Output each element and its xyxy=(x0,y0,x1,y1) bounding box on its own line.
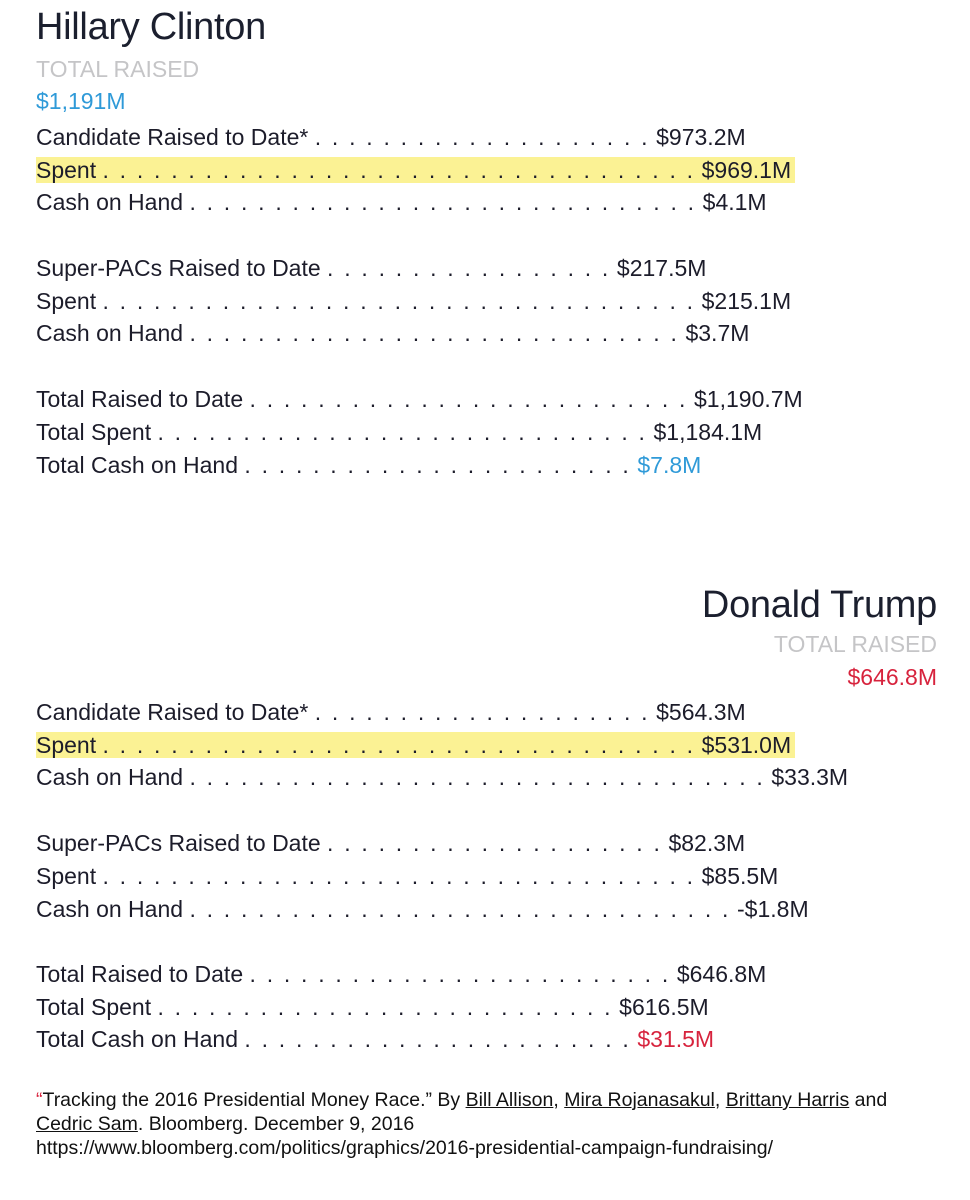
clinton-total-raised-amount: $1,191M xyxy=(36,88,126,114)
trump-superpac-spent-row: Spent . . . . . . . . . . . . . . . . . … xyxy=(36,863,778,890)
row-value: $1,184.1M xyxy=(653,419,763,445)
leader-dots: . . . . . . . . . . . . . . . . . . . . xyxy=(314,699,650,725)
row-label: Cash on Hand xyxy=(36,896,184,922)
row-value: $531.0M xyxy=(701,732,792,758)
leader-dots: . . . . . . . . . . . . . . . . . . . . … xyxy=(102,288,696,314)
trump-superpac-cash-row: Cash on Hand . . . . . . . . . . . . . .… xyxy=(36,896,809,923)
leader-dots: . . . . . . . . . . . . . . . . . . . . … xyxy=(244,1026,631,1052)
row-value: $31.5M xyxy=(637,1026,715,1052)
row-value: $217.5M xyxy=(616,255,707,281)
clinton-total-spent-row: Total Spent . . . . . . . . . . . . . . … xyxy=(36,419,762,446)
clinton-superpac-raised-row: Super-PACs Raised to Date . . . . . . . … xyxy=(36,255,706,282)
leader-dots: . . . . . . . . . . . . . . . . . . . . … xyxy=(249,386,688,412)
leader-dots: . . . . . . . . . . . . . . . . . xyxy=(327,255,611,281)
row-label: Total Raised to Date xyxy=(36,386,244,412)
clinton-superpac-spent-row: Spent . . . . . . . . . . . . . . . . . … xyxy=(36,288,791,315)
row-value: $85.5M xyxy=(701,863,779,889)
author-link[interactable]: Mira Rojanasakul xyxy=(564,1089,715,1111)
trump-total-raised-row: Total Raised to Date . . . . . . . . . .… xyxy=(36,961,766,988)
leader-dots: . . . . . . . . . . . . . . . . . . . . … xyxy=(249,961,671,987)
author-link[interactable]: Bill Allison xyxy=(465,1089,554,1111)
leader-dots: . . . . . . . . . . . . . . . . . . . . … xyxy=(189,896,731,922)
open-quote: “ xyxy=(36,1089,43,1111)
spent-highlight: Spent . . . . . . . . . . . . . . . . . … xyxy=(36,157,796,183)
clinton-total-raised-row: Total Raised to Date . . . . . . . . . .… xyxy=(36,386,803,413)
leader-dots: . . . . . . . . . . . . . . . . . . . . xyxy=(314,124,650,150)
clinton-total-cash-row: Total Cash on Hand . . . . . . . . . . .… xyxy=(36,452,701,479)
row-label: Candidate Raised to Date* xyxy=(36,699,309,725)
row-label: Cash on Hand xyxy=(36,764,184,790)
author-link[interactable]: Cedric Sam xyxy=(36,1113,138,1135)
row-label: Super-PACs Raised to Date xyxy=(36,830,321,856)
trump-total-cash-row: Total Cash on Hand . . . . . . . . . . .… xyxy=(36,1026,714,1053)
row-label: Spent xyxy=(36,732,97,758)
spent-highlight: Spent . . . . . . . . . . . . . . . . . … xyxy=(36,732,796,758)
trump-total-raised-label: TOTAL RAISED xyxy=(773,631,937,657)
clinton-candidate-spent-row: Spent . . . . . . . . . . . . . . . . . … xyxy=(36,157,796,184)
leader-dots: . . . . . . . . . . . . . . . . . . . . … xyxy=(157,419,648,445)
trump-name: Donald Trump xyxy=(701,584,937,626)
leader-dots: . . . . . . . . . . . . . . . . . . . . … xyxy=(244,452,631,478)
source-title: Tracking the 2016 Presidential Money Rac… xyxy=(42,1089,432,1111)
trump-superpac-raised-row: Super-PACs Raised to Date . . . . . . . … xyxy=(36,830,745,857)
clinton-candidate-cash-row: Cash on Hand . . . . . . . . . . . . . .… xyxy=(36,189,767,216)
trump-candidate-raised-row: Candidate Raised to Date* . . . . . . . … xyxy=(36,699,746,726)
row-label: Total Raised to Date xyxy=(36,961,244,987)
clinton-candidate-raised-row: Candidate Raised to Date* . . . . . . . … xyxy=(36,124,746,151)
separator: , xyxy=(553,1089,565,1111)
row-label: Cash on Hand xyxy=(36,189,184,215)
row-label: Spent xyxy=(36,157,97,183)
leader-dots: . . . . . . . . . . . . . . . . . . . . xyxy=(327,830,663,856)
leader-dots: . . . . . . . . . . . . . . . . . . . . … xyxy=(189,320,680,346)
clinton-superpac-cash-row: Cash on Hand . . . . . . . . . . . . . .… xyxy=(36,320,749,347)
row-label: Total Cash on Hand xyxy=(36,1026,239,1052)
leader-dots: . . . . . . . . . . . . . . . . . . . . … xyxy=(102,157,696,183)
row-label: Candidate Raised to Date* xyxy=(36,124,309,150)
row-value: $969.1M xyxy=(701,157,792,183)
row-value: $3.7M xyxy=(685,320,750,346)
row-value: $7.8M xyxy=(637,452,702,478)
row-label: Total Spent xyxy=(36,419,152,445)
row-value: $33.3M xyxy=(771,764,849,790)
source-url[interactable]: https://www.bloomberg.com/politics/graph… xyxy=(36,1137,774,1159)
row-value: $616.5M xyxy=(619,994,709,1020)
row-value: -$1.8M xyxy=(737,896,809,922)
row-label: Total Spent xyxy=(36,994,152,1020)
row-label: Spent xyxy=(36,863,97,889)
trump-candidate-spent-row: Spent . . . . . . . . . . . . . . . . . … xyxy=(36,732,796,759)
row-value: $4.1M xyxy=(702,189,767,215)
row-label: Cash on Hand xyxy=(36,320,184,346)
leader-dots: . . . . . . . . . . . . . . . . . . . . … xyxy=(189,764,765,790)
leader-dots: . . . . . . . . . . . . . . . . . . . . … xyxy=(189,189,697,215)
row-label: Super-PACs Raised to Date xyxy=(36,255,321,281)
separator: , xyxy=(714,1089,726,1111)
leader-dots: . . . . . . . . . . . . . . . . . . . . … xyxy=(102,863,696,889)
row-value: $973.2M xyxy=(656,124,746,150)
source-citation: “Tracking the 2016 Presidential Money Ra… xyxy=(36,1088,946,1160)
row-value: $564.3M xyxy=(656,699,746,725)
leader-dots: . . . . . . . . . . . . . . . . . . . . … xyxy=(157,994,613,1020)
row-value: $1,190.7M xyxy=(694,386,803,412)
row-label: Spent xyxy=(36,288,97,314)
and-text: and xyxy=(849,1089,888,1111)
clinton-total-raised-label: TOTAL RAISED xyxy=(36,56,200,82)
trump-total-spent-row: Total Spent . . . . . . . . . . . . . . … xyxy=(36,994,709,1021)
clinton-name: Hillary Clinton xyxy=(36,6,266,48)
row-label: Total Cash on Hand xyxy=(36,452,239,478)
trump-candidate-cash-row: Cash on Hand . . . . . . . . . . . . . .… xyxy=(36,764,848,791)
author-link[interactable]: Brittany Harris xyxy=(725,1089,850,1111)
row-value: $82.3M xyxy=(668,830,746,856)
row-value: $215.1M xyxy=(701,288,792,314)
leader-dots: . . . . . . . . . . . . . . . . . . . . … xyxy=(102,732,696,758)
by-text: By xyxy=(431,1089,466,1111)
publisher-date: . Bloomberg. December 9, 2016 xyxy=(137,1113,415,1135)
row-value: $646.8M xyxy=(676,961,767,987)
trump-total-raised-amount: $646.8M xyxy=(847,664,937,690)
